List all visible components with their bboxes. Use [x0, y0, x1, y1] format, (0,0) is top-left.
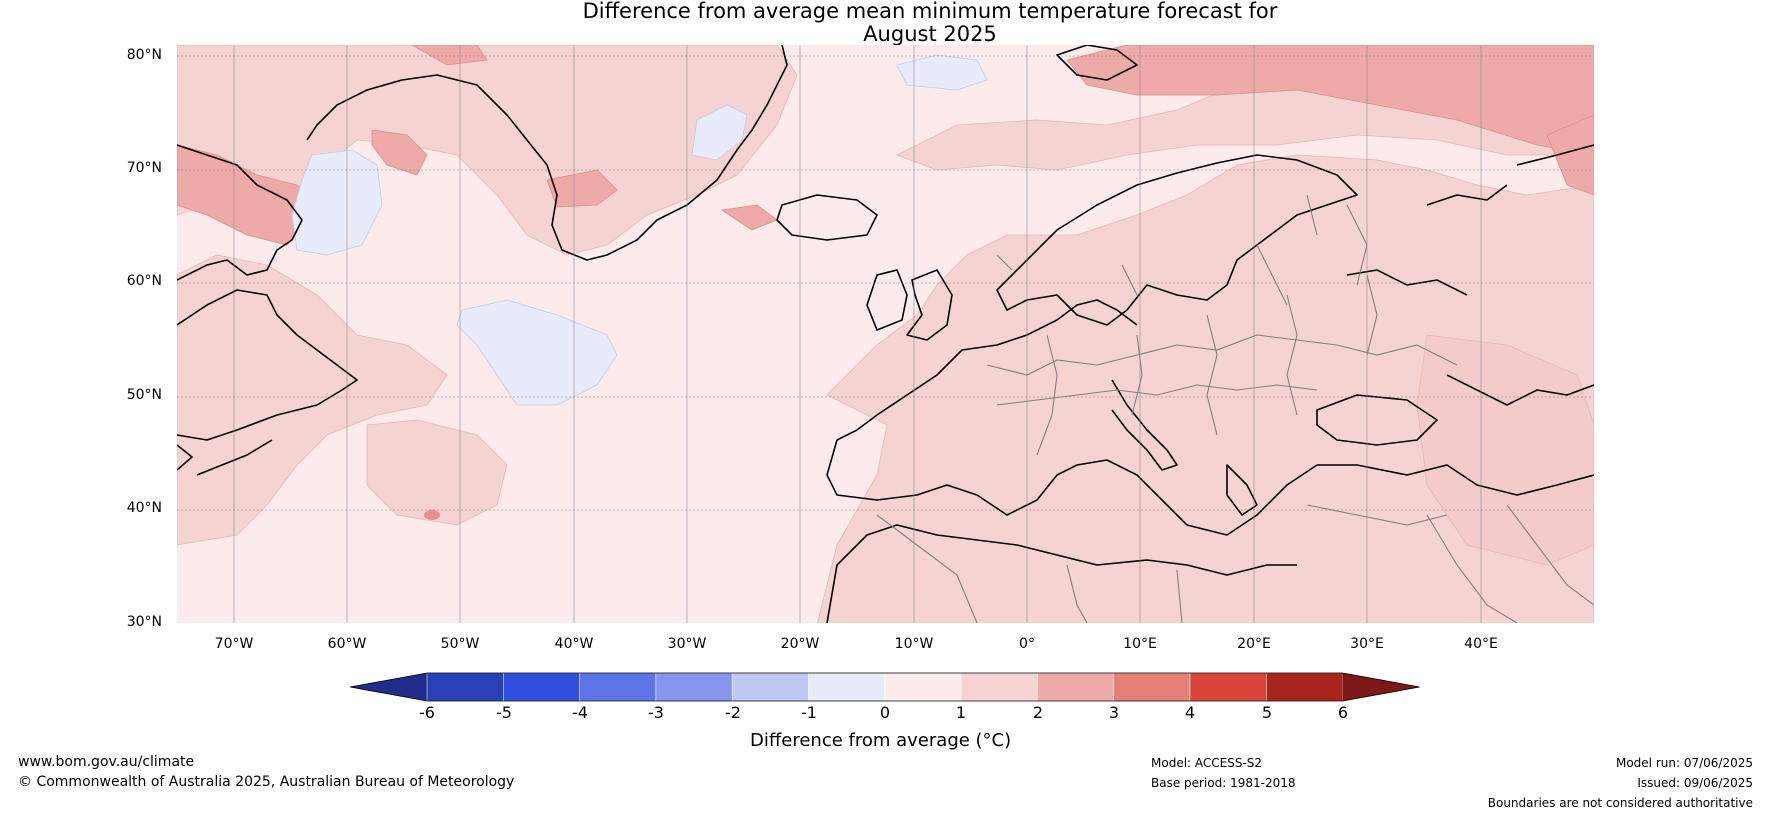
colorbar-segment — [1113, 672, 1191, 702]
lon-label-30e: 30°E — [1350, 636, 1384, 652]
colorbar-segment — [960, 672, 1038, 702]
lon-label-10e: 10°E — [1123, 636, 1157, 652]
lon-label-20w: 20°W — [780, 636, 820, 652]
anomaly-band-3-4 — [424, 510, 440, 520]
colorbar-tick-0: 0 — [879, 703, 891, 722]
lat-label-70n: 70°N — [126, 160, 162, 176]
colorbar-tick-neg6: -6 — [419, 703, 435, 722]
lat-label-50n: 50°N — [126, 387, 162, 403]
anomaly-band-neg1-0 — [291, 54, 988, 406]
lat-label-40n: 40°N — [126, 500, 162, 516]
footer-model: Model: ACCESS-S2 — [1151, 756, 1263, 770]
lon-label-20e: 20°E — [1237, 636, 1271, 652]
map-title-line1: Difference from average mean minimum tem… — [582, 0, 1278, 23]
lon-label-70w: 70°W — [214, 636, 254, 652]
lon-label-40e: 40°E — [1464, 636, 1498, 652]
footer-base-period: Base period: 1981-2018 — [1151, 776, 1296, 790]
colorbar-tick-2: 2 — [1032, 703, 1044, 722]
colorbar-segment — [655, 672, 733, 702]
colorbar-segment — [579, 672, 657, 702]
map-title-line2: August 2025 — [863, 22, 997, 46]
forecast-map — [177, 45, 1594, 623]
lon-label-10w: 10°W — [894, 636, 934, 652]
coastlines — [177, 45, 1594, 623]
colorbar-segment — [884, 672, 962, 702]
lat-label-30n: 30°N — [126, 614, 162, 630]
colorbar-segment — [808, 672, 886, 702]
lon-label-60w: 60°W — [327, 636, 367, 652]
footer-issued: Issued: 09/06/2025 — [1637, 776, 1753, 790]
colorbar-frame — [350, 672, 1420, 702]
colorbar-tick-4: 4 — [1184, 703, 1196, 722]
colorbar-title: Difference from average (°C) — [750, 730, 1012, 751]
lon-label-50w: 50°W — [440, 636, 480, 652]
lat-label-60n: 60°N — [126, 273, 162, 289]
colorbar-tick-neg2: -2 — [725, 703, 741, 722]
colorbar-segment — [426, 672, 504, 702]
footer-disclaimer: Boundaries are not considered authoritat… — [1487, 796, 1753, 810]
colorbar-segments — [350, 672, 1420, 702]
colorbar-tick-6: 6 — [1337, 703, 1349, 722]
lon-label-40w: 40°W — [554, 636, 594, 652]
colorbar-tick-neg1: -1 — [801, 703, 817, 722]
colorbar-segment — [1037, 672, 1114, 702]
colorbar-extend-low — [350, 673, 427, 701]
map-title: Difference from average mean minimum tem… — [0, 0, 1770, 46]
country-borders — [876, 194, 1594, 623]
colorbar-tick-neg5: -5 — [496, 703, 512, 722]
footer-copyright: © Commonwealth of Australia 2025, Austra… — [18, 774, 515, 790]
colorbar-tick-3: 3 — [1108, 703, 1120, 722]
colorbar-segment — [731, 672, 809, 702]
colorbar-tick-5: 5 — [1261, 703, 1273, 722]
map-gridlines — [177, 55, 1594, 511]
colorbar-tick-neg4: -4 — [572, 703, 588, 722]
colorbar-extend-high — [1342, 673, 1420, 701]
footer-model-run: Model run: 07/06/2025 — [1615, 756, 1753, 770]
lat-label-80n: 80°N — [126, 47, 162, 63]
map-meridians — [233, 45, 1482, 623]
lon-label-30w: 30°W — [667, 636, 707, 652]
colorbar-segment — [1189, 672, 1267, 702]
footer-website: www.bom.gov.au/climate — [18, 754, 195, 770]
lon-label-0: 0° — [1019, 636, 1035, 652]
colorbar-tick-1: 1 — [955, 703, 967, 722]
anomaly-band-1-2 — [177, 45, 1594, 623]
colorbar-segment — [503, 672, 580, 702]
anomaly-band-2-3 — [177, 45, 1594, 246]
colorbar — [350, 672, 1420, 702]
colorbar-tick-neg3: -3 — [648, 703, 664, 722]
colorbar-segment — [1266, 672, 1343, 702]
